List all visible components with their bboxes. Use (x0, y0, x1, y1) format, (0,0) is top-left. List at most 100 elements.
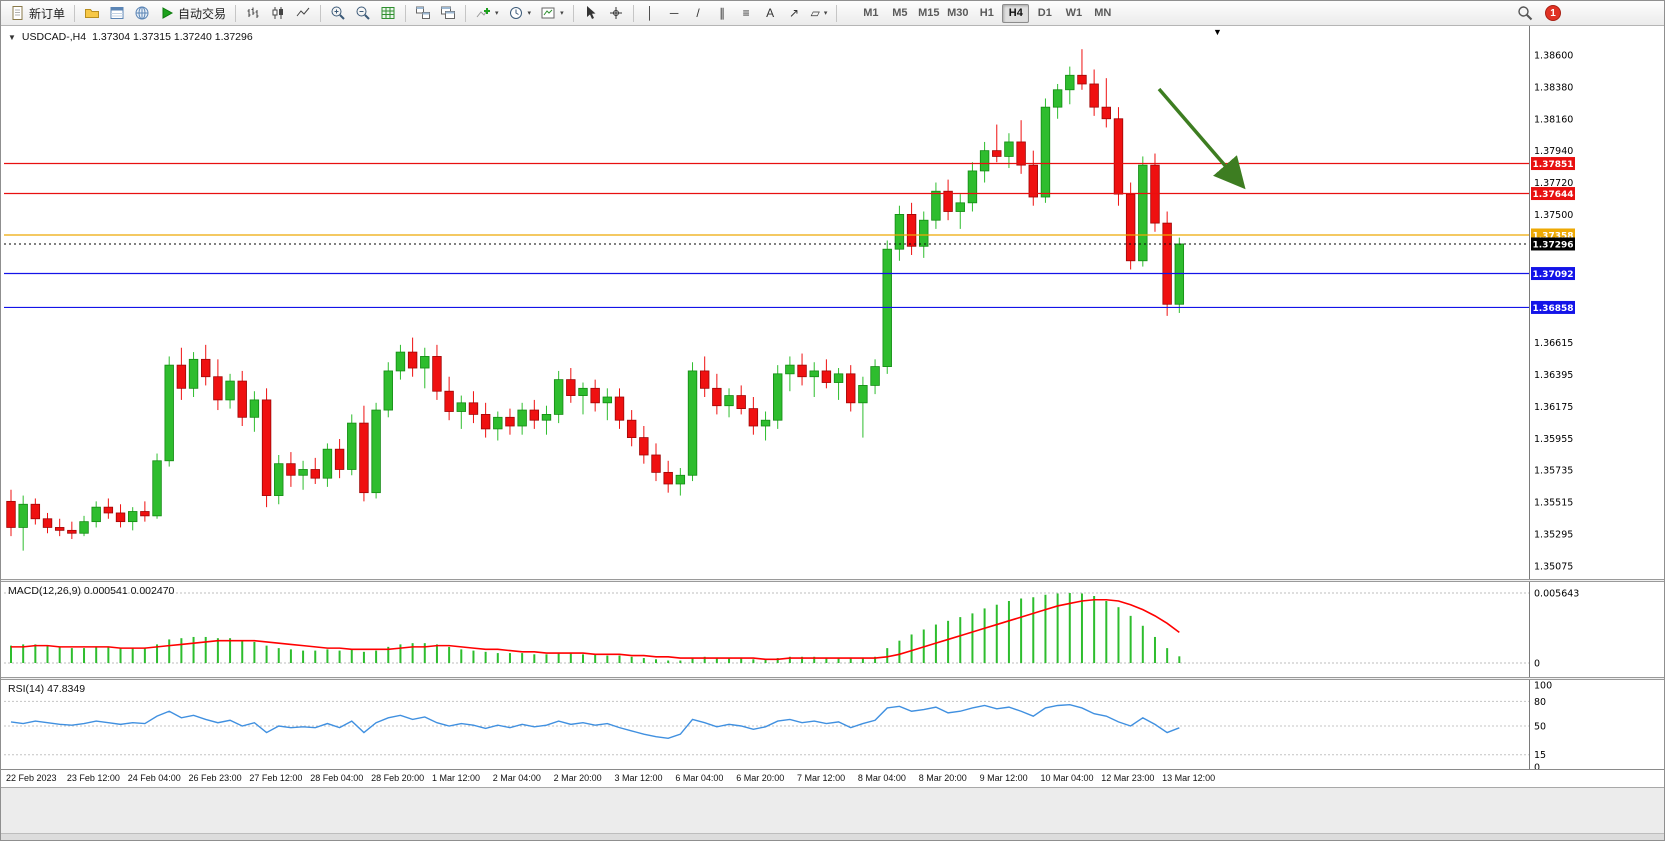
trendline-icon: / (696, 6, 700, 20)
panel-splitter[interactable] (1, 677, 1664, 680)
timeframe-h1-button[interactable]: H1 (973, 4, 1000, 23)
periods-button[interactable]: ▾ (504, 3, 536, 24)
trendline-button[interactable]: / (687, 3, 710, 24)
price-tick-label: 1.36175 (1534, 402, 1573, 413)
macd-indicator-values: 0.000541 0.002470 (83, 585, 175, 597)
bar-chart-icon (247, 7, 259, 18)
cursor-button[interactable] (579, 3, 603, 24)
autotrading-button[interactable]: 自动交易 (155, 3, 230, 24)
template-icon (541, 7, 555, 19)
time-axis[interactable]: 22 Feb 2023 23 Feb 12:00 24 Feb 04:00 26 Fe… (1, 769, 1664, 787)
toolbar-separator (405, 4, 407, 22)
chart-header: ▼ USDCAD-,H4 1.37304 1.37315 1.37240 1.3… (8, 31, 253, 43)
macd-histogram (10, 593, 1181, 663)
chevron-down-icon: ▾ (560, 10, 564, 17)
profiles-button[interactable] (80, 3, 104, 24)
svg-text:1.37092: 1.37092 (1533, 270, 1574, 280)
bar-chart-button[interactable] (241, 3, 265, 24)
rsi-tick-label: 100 (1534, 681, 1552, 692)
price-level-badge (1531, 187, 1575, 201)
price-tick-label: 1.37940 (1534, 146, 1573, 157)
grid-button[interactable] (376, 3, 400, 24)
toolbar-separator (74, 4, 76, 22)
market-watch-button[interactable] (105, 3, 129, 24)
zoom-in-icon (331, 6, 345, 20)
tile-windows-button[interactable] (411, 3, 435, 24)
chart-region: 1.38600 1.38380 1.38160 1.37940 1.37720 1.375… (1, 26, 1664, 840)
time-axis-label: 28 Feb 04:00 (310, 773, 364, 783)
price-chart-panel[interactable]: 1.38600 1.38380 1.38160 1.37940 1.37720 1.375… (1, 26, 1665, 579)
price-tick-label: 1.35295 (1534, 529, 1573, 540)
shapes-button[interactable]: ▱ ▾ (807, 3, 832, 24)
footer-strip (1, 833, 1664, 840)
time-axis-label: 2 Mar 04:00 (492, 773, 541, 783)
cascade-windows-button[interactable] (436, 3, 460, 24)
macd-panel[interactable]: 0.005643 0 (1, 582, 1665, 677)
panel-splitter[interactable] (1, 579, 1664, 582)
line-chart-icon (296, 7, 310, 17)
shapes-icon: ▱ (810, 6, 820, 20)
timeframe-mn-button[interactable]: MN (1089, 4, 1116, 23)
timeframe-m30-button[interactable]: M30 (944, 4, 971, 23)
fibonacci-icon: ≡ (742, 6, 750, 20)
grid-icon (381, 7, 395, 19)
timeframe-m15-button[interactable]: M15 (915, 4, 942, 23)
timeframe-m5-button[interactable]: M5 (886, 4, 913, 23)
crosshair-button[interactable] (604, 3, 628, 24)
fibonacci-button[interactable]: ≡ (735, 3, 758, 24)
text-button[interactable]: A (759, 3, 782, 24)
toolbar-separator (632, 4, 634, 22)
line-chart-button[interactable] (291, 3, 315, 24)
trend-arrow-annotation[interactable] (1157, 87, 1246, 190)
horizontal-line-button[interactable]: ─ (663, 3, 686, 24)
indicators-button[interactable]: ▾ (471, 3, 503, 24)
time-axis-label: 13 Mar 12:00 (1162, 773, 1216, 783)
price-level-badge (1531, 300, 1575, 314)
notification-badge[interactable]: 1 (1545, 5, 1561, 21)
timeframe-h4-button[interactable]: H4 (1002, 3, 1030, 23)
price-level-badge (1531, 157, 1575, 171)
market-watch-icon (110, 7, 124, 19)
rsi-indicator-value: 47.8349 (47, 683, 86, 695)
time-axis-label: 3 Mar 12:00 (614, 773, 663, 783)
time-axis-label: 24 Feb 04:00 (127, 773, 181, 783)
macd-tick-label: 0 (1534, 659, 1540, 670)
toolbar-right-cluster: 1 (1517, 5, 1561, 21)
toolbar-separator (572, 4, 574, 22)
chevron-down-icon: ▾ (527, 10, 532, 17)
templates-button[interactable]: ▾ (536, 3, 568, 24)
search-icon[interactable] (1517, 5, 1533, 21)
price-tick-label: 1.38600 (1534, 50, 1573, 61)
time-axis-label: 12 Mar 23:00 (1101, 773, 1155, 783)
channel-button[interactable]: ∥ (711, 3, 734, 24)
autotrading-label: 自动交易 (178, 6, 227, 21)
zoom-in-button[interactable] (326, 3, 350, 24)
rsi-panel[interactable]: 100 80 50 15 0 (1, 680, 1665, 769)
zoom-out-icon (356, 6, 370, 20)
macd-tick-label: 0.005643 (1534, 589, 1579, 600)
price-tick-label: 1.38380 (1534, 82, 1573, 93)
price-tick-label: 1.35735 (1534, 466, 1573, 477)
navigator-icon (135, 6, 149, 20)
tile-windows-icon (416, 6, 431, 19)
rsi-tick-label: 50 (1534, 722, 1546, 733)
vertical-line-button[interactable]: │ (639, 3, 662, 24)
play-icon (162, 7, 174, 19)
price-tick-label: 1.37720 (1534, 178, 1573, 189)
candlestick-chart-button[interactable] (266, 3, 290, 24)
timeframe-d1-button[interactable]: D1 (1031, 4, 1058, 23)
rsi-indicator-name: RSI(14) (8, 683, 45, 695)
arrows-button[interactable]: ↗ (783, 3, 806, 24)
collapse-icon[interactable]: ▼ (8, 32, 16, 42)
new-order-button[interactable]: 新订单 (6, 3, 69, 24)
svg-text:1.37644: 1.37644 (1533, 190, 1574, 200)
clock-icon (509, 7, 522, 19)
navigator-button[interactable] (130, 3, 154, 24)
timeframe-m1-button[interactable]: M1 (857, 4, 884, 23)
zoom-out-button[interactable] (351, 3, 375, 24)
svg-text:1.37296: 1.37296 (1533, 240, 1574, 250)
timeframe-w1-button[interactable]: W1 (1060, 4, 1087, 23)
chart-dropdown-icon[interactable]: ▼ (1213, 27, 1222, 37)
vertical-line-icon: │ (646, 6, 654, 20)
